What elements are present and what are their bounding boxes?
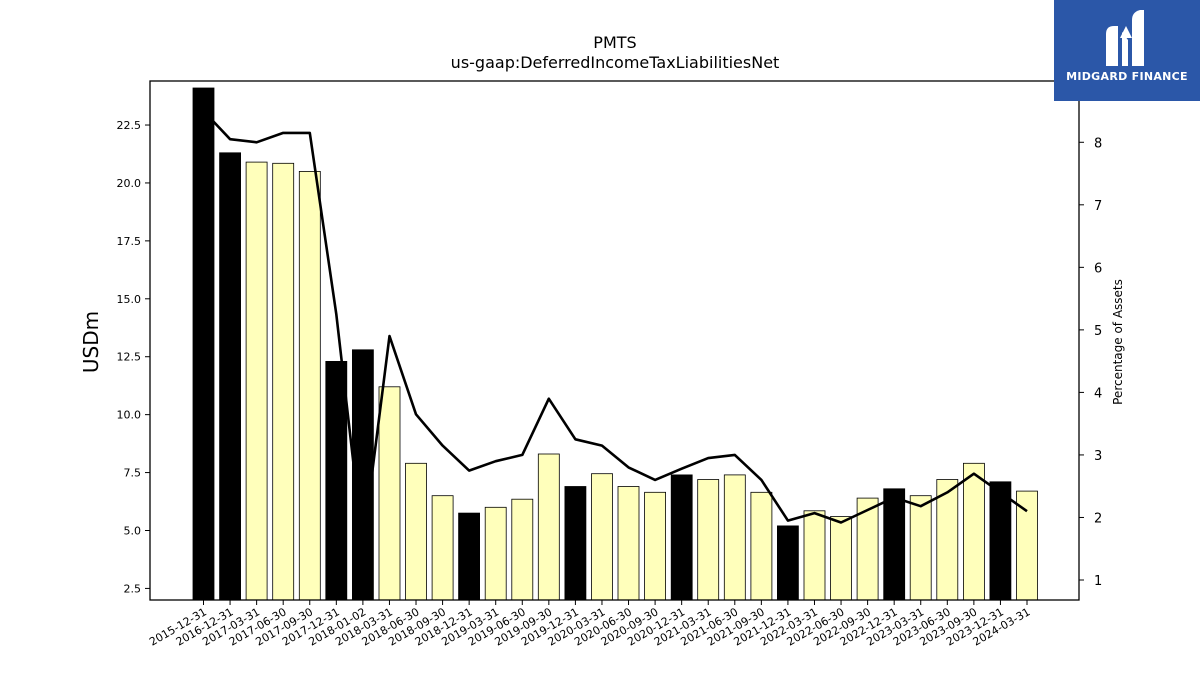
bar-2020-12-31 — [670, 474, 693, 601]
bar-group — [192, 87, 1038, 601]
y2-tick-label: 5 — [1094, 324, 1102, 339]
bar-2017-03-31 — [245, 161, 268, 601]
y-tick-label: 2.5 — [124, 582, 142, 595]
bar-2021-12-31 — [777, 525, 799, 601]
y-tick-label: 5.0 — [124, 524, 142, 537]
plot-frame — [149, 80, 1080, 601]
y2-tick-label: 2 — [1094, 511, 1102, 526]
y-tick-label: 15.0 — [117, 293, 142, 306]
y2-tick-label: 6 — [1094, 261, 1102, 276]
bar-2018-03-31 — [378, 386, 401, 601]
y-tick-label: 20.0 — [117, 177, 142, 190]
logo-mark-icon — [1106, 10, 1144, 66]
bar-2021-03-31 — [697, 479, 720, 601]
y-tick-label: 10.0 — [117, 409, 142, 422]
bar-2021-06-30 — [723, 474, 746, 601]
bar-2019-06-30 — [511, 498, 534, 601]
chart-subtitle: us-gaap:DeferredIncomeTaxLiabilitiesNet — [451, 53, 780, 72]
bar-2023-12-31 — [989, 481, 1012, 601]
chart-title: PMTS — [593, 33, 636, 52]
logo-text: MIDGARD FINANCE — [1066, 70, 1188, 83]
bar-2021-09-30 — [750, 491, 773, 601]
bar-2017-06-30 — [272, 162, 295, 601]
y2-tick-label: 3 — [1094, 449, 1102, 464]
y2-tick-label: 1 — [1094, 574, 1102, 589]
y-tick-label: 17.5 — [117, 235, 142, 248]
bar-2018-12-31 — [458, 512, 481, 601]
bar-2022-06-30 — [830, 516, 852, 601]
bar-2019-03-31 — [484, 506, 507, 601]
bar-2019-09-30 — [537, 453, 560, 601]
midgard-finance-logo: MIDGARD FINANCE — [1054, 0, 1200, 101]
y-axis-label: USDm — [79, 311, 103, 373]
bar-2020-09-30 — [644, 491, 666, 601]
bar-2023-09-30 — [963, 462, 985, 601]
x-axis: 2015-12-312016-12-312017-03-312017-06-30… — [147, 600, 1033, 649]
right-axis-label: Percentage of Assets — [1111, 279, 1125, 405]
bar-2018-06-30 — [405, 462, 427, 601]
percentage-line — [202, 110, 1028, 547]
y-tick-label: 12.5 — [117, 351, 142, 364]
bar-2022-03-31 — [803, 510, 826, 601]
y2-tick-label: 4 — [1094, 386, 1102, 401]
bar-2017-12-31 — [325, 360, 348, 601]
bar-2022-12-31 — [883, 488, 906, 601]
y2-tick-label: 7 — [1094, 199, 1102, 214]
bar-2020-06-30 — [617, 486, 640, 601]
bar-2015-12-31 — [192, 87, 215, 601]
bar-2018-09-30 — [431, 495, 454, 601]
right-axis: 1 2 3 4 5 6 7 8 — [1079, 136, 1102, 589]
bar-2023-03-31 — [909, 495, 932, 601]
left-axis: 2.5 5.0 7.5 10.0 12.5 15.0 17.5 20.0 22.5 — [117, 119, 150, 595]
bar-2016-12-31 — [219, 152, 242, 601]
bar-2020-03-31 — [591, 473, 613, 601]
y2-tick-label: 8 — [1094, 136, 1102, 151]
bar-2019-12-31 — [564, 486, 587, 601]
y-tick-label: 7.5 — [124, 467, 142, 480]
bar-2017-09-30 — [298, 170, 321, 601]
line-series-group — [202, 110, 1028, 547]
y-tick-label: 22.5 — [117, 119, 142, 132]
